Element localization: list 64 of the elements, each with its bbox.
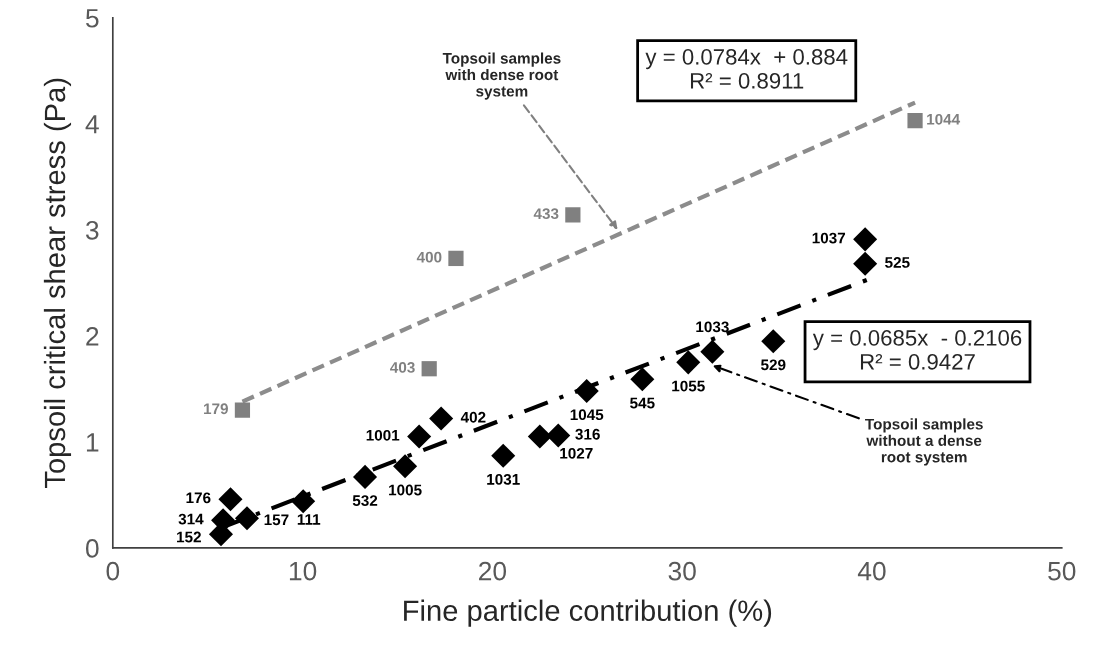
point <box>527 424 552 449</box>
point <box>907 112 923 129</box>
annotation: 1005 <box>389 484 422 496</box>
point <box>234 402 251 418</box>
point <box>421 361 437 377</box>
annotation: 176 <box>186 492 211 504</box>
y-tick-label: 1 <box>86 433 99 452</box>
point <box>630 367 655 392</box>
y-tick-label: 0 <box>85 539 99 558</box>
annotation: Topsoil samples without a dense root system <box>865 418 983 466</box>
annotation: 111 <box>297 514 321 525</box>
y-tick-label: 2 <box>86 326 99 346</box>
annotation: 1001 <box>366 429 400 441</box>
annotation: 1037 <box>812 232 846 244</box>
annotation: 316 <box>575 428 600 440</box>
x-tick-label: 20 <box>479 561 507 581</box>
annotation: 532 <box>352 495 378 507</box>
annotation: 152 <box>177 531 201 543</box>
x-tick-label: 40 <box>857 561 886 581</box>
point <box>393 454 418 479</box>
annotation: 1044 <box>927 113 961 125</box>
annotation: y = 0.0685x - 0.2106 R² = 0.9427 <box>812 330 1022 370</box>
annotation: 545 <box>630 397 655 409</box>
annotation: 314 <box>178 513 204 525</box>
point <box>676 350 701 375</box>
point <box>761 329 786 354</box>
annotation: 433 <box>533 208 559 220</box>
y-tick-label: 5 <box>86 9 99 28</box>
point <box>853 227 878 252</box>
y-tick-label: 4 <box>85 115 99 134</box>
annotation: 529 <box>761 359 786 371</box>
x-tick-label: 10 <box>289 561 317 581</box>
annotation: 1033 <box>696 321 729 333</box>
point <box>429 406 454 431</box>
x-tick-label: 0 <box>106 561 120 581</box>
x-tick-label: 50 <box>1048 561 1076 581</box>
annotation: 403 <box>390 362 415 373</box>
y-tick-label: 3 <box>85 220 99 240</box>
point <box>448 250 464 267</box>
point <box>700 339 725 364</box>
point <box>565 207 581 223</box>
annotation: 525 <box>885 257 910 268</box>
annotation: 1055 <box>672 380 705 392</box>
annotation: 1045 <box>570 409 604 421</box>
point <box>291 489 316 514</box>
x-tick-label: 30 <box>668 561 696 581</box>
point <box>234 506 260 531</box>
annotation: 157 <box>264 514 289 526</box>
annotation: 402 <box>460 411 486 423</box>
point <box>407 424 432 449</box>
point <box>574 378 599 404</box>
y-axis-title: Topsoil critical shear stress (Pa) <box>43 78 72 489</box>
annotation: y = 0.0784x + 0.884 R² = 0.8911 <box>645 49 848 89</box>
point <box>353 464 378 489</box>
x-axis-title: Fine particle contribution (%) <box>404 599 772 627</box>
annotation: Topsoil samples with dense root system <box>442 52 561 100</box>
annotation: 400 <box>416 251 442 263</box>
point <box>853 251 878 276</box>
point <box>546 423 571 448</box>
annotation: 179 <box>204 403 228 415</box>
point <box>218 487 243 512</box>
point <box>491 443 516 468</box>
annotation: 1031 <box>487 473 520 485</box>
annotation: 1027 <box>560 447 593 459</box>
